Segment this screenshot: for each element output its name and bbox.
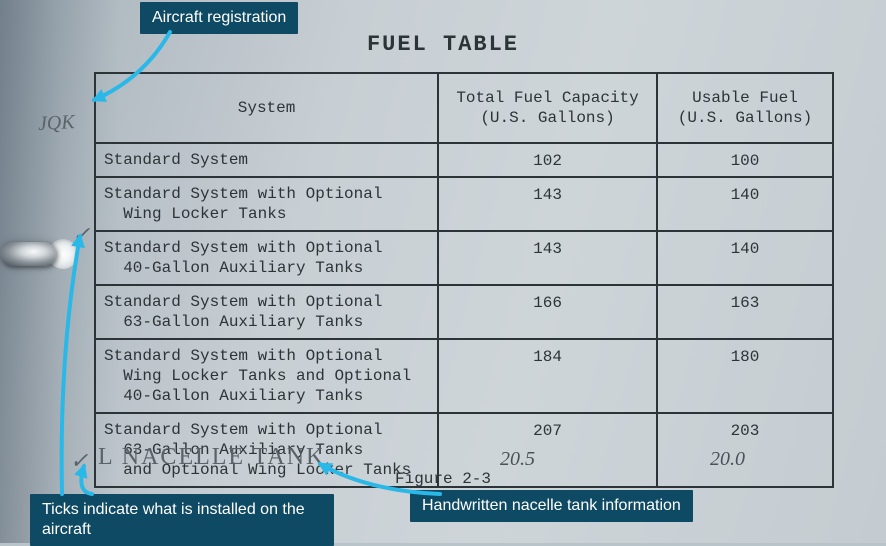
cell-capacity: 166: [438, 285, 657, 339]
cell-usable: 163: [657, 285, 833, 339]
handwritten-tick-nacelle: ✓: [70, 448, 88, 474]
cell-capacity: 143: [438, 177, 657, 231]
table-row: Standard System with Optional 40-Gallon …: [95, 231, 833, 285]
document-page: FUEL TABLE System Total Fuel Capacity(U.…: [0, 0, 886, 543]
fuel-table: System Total Fuel Capacity(U.S. Gallons)…: [94, 72, 834, 488]
cell-capacity: 184: [438, 339, 657, 413]
cell-usable: 140: [657, 177, 833, 231]
table-row: Standard System102100: [95, 143, 833, 177]
callout-nacelle: Handwritten nacelle tank information: [410, 490, 693, 522]
binder-ring: [0, 242, 56, 266]
handwritten-tick-row: ✓: [72, 222, 90, 248]
cell-usable: 140: [657, 231, 833, 285]
handwritten-registration: JQK: [37, 111, 75, 136]
handwritten-nacelle-label: L NACELLE TANK: [98, 444, 325, 471]
handwritten-nacelle-capacity: 20.5: [500, 448, 535, 471]
callout-registration: Aircraft registration: [140, 2, 298, 34]
table-row: Standard System with Optional Wing Locke…: [95, 177, 833, 231]
callout-ticks: Ticks indicate what is installed on the …: [30, 494, 334, 546]
cell-usable: 180: [657, 339, 833, 413]
col-usable: Usable Fuel(U.S. Gallons): [657, 73, 833, 143]
col-capacity: Total Fuel Capacity(U.S. Gallons): [438, 73, 657, 143]
cell-system: Standard System with Optional 40-Gallon …: [95, 231, 438, 285]
cell-system: Standard System with Optional 63-Gallon …: [95, 285, 438, 339]
table-body: Standard System102100Standard System wit…: [95, 143, 833, 487]
cell-system: Standard System with Optional Wing Locke…: [95, 177, 438, 231]
cell-system: Standard System with Optional Wing Locke…: [95, 339, 438, 413]
col-system: System: [95, 73, 438, 143]
cell-usable: 100: [657, 143, 833, 177]
cell-capacity: 143: [438, 231, 657, 285]
figure-label: Figure 2-3: [0, 470, 886, 488]
page-title: FUEL TABLE: [0, 32, 886, 57]
table-row: Standard System with Optional 63-Gallon …: [95, 285, 833, 339]
table-row: Standard System with Optional Wing Locke…: [95, 339, 833, 413]
table-header-row: System Total Fuel Capacity(U.S. Gallons)…: [95, 73, 833, 143]
cell-system: Standard System: [95, 143, 438, 177]
cell-capacity: 102: [438, 143, 657, 177]
handwritten-nacelle-usable: 20.0: [710, 448, 745, 471]
